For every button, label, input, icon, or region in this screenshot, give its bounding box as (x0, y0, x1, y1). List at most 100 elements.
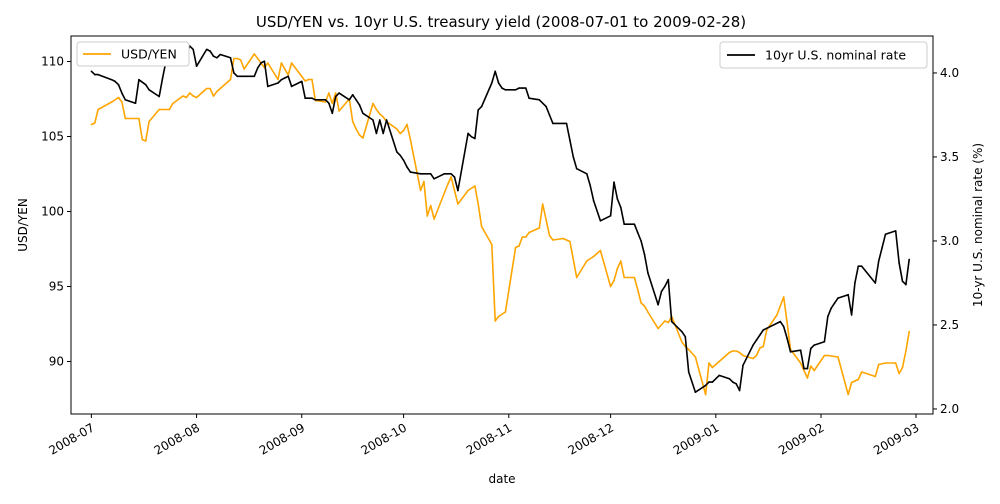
ten-year-rate-data-point (711, 381, 714, 383)
usd-yen-data-point (141, 138, 144, 141)
usd-yen-data-point (189, 92, 191, 94)
ten-year-rate-data-point (236, 75, 239, 78)
usd-yen-data-point (419, 189, 422, 192)
usd-yen-data-point (810, 365, 812, 367)
ten-year-rate-data-point (192, 48, 194, 51)
ten-year-rate-data-point (348, 99, 351, 101)
ten-year-rate-data-point (443, 173, 446, 175)
x-axis-title: date (488, 472, 515, 486)
usd-yen-data-point (426, 215, 429, 217)
usd-yen-data-point (334, 92, 337, 94)
usd-yen-data-point (331, 102, 334, 105)
usd-yen-data-point (562, 237, 564, 240)
usd-yen-data-point (813, 369, 815, 372)
usd-yen-data-point (467, 189, 469, 192)
usd-yen-data-point (406, 123, 408, 126)
ten-year-rate-data-point (528, 97, 530, 99)
usd-yen-data-point (453, 189, 456, 192)
ten-year-rate-data-point (314, 99, 317, 101)
usd-yen-data-point (165, 108, 167, 111)
y-left-tick-label: 100 (41, 205, 64, 219)
ten-year-rate-data-point (195, 65, 198, 67)
ten-year-rate-data-point (735, 383, 737, 385)
ten-year-rate-data-point (782, 325, 785, 328)
ten-year-rate-data-point (633, 223, 636, 225)
usd-yen-data-point (541, 203, 544, 205)
ten-year-rate-data-point (253, 75, 256, 78)
ten-year-rate-data-point (446, 173, 449, 175)
usd-yen-data-point (857, 378, 860, 381)
usd-yen-data-point (732, 350, 734, 352)
usd-yen-data-point (304, 80, 307, 82)
ten-year-rate-data-point (233, 72, 235, 74)
usd-yen-data-point (375, 108, 378, 111)
y-left-tick-label: 90 (49, 355, 64, 369)
ten-year-rate-data-point (538, 99, 541, 101)
y-right-tick-label: 2.0 (940, 402, 959, 416)
ten-year-rate-data-point (399, 154, 402, 157)
ten-year-rate-data-point (284, 77, 286, 79)
usd-yen-data-point (643, 305, 646, 307)
ten-year-rate-data-point (480, 105, 483, 108)
usd-yen-data-point (786, 321, 788, 324)
usd-yen-data-point (280, 62, 283, 64)
ten-year-rate-data-point (267, 85, 269, 88)
y-right-tick-label: 2.5 (940, 318, 959, 332)
legend-right-box (719, 41, 928, 69)
ten-year-rate-data-point (239, 75, 242, 78)
y-left-tick-label: 105 (41, 130, 64, 144)
usd-yen-data-point (827, 354, 829, 357)
ten-year-rate-data-point (117, 83, 120, 86)
ten-year-rate-data-point (718, 374, 720, 377)
ten-year-rate-data-point (636, 231, 639, 234)
ten-year-rate-data-point (599, 220, 602, 222)
ten-year-rate-data-point (134, 102, 137, 104)
usd-yen-data-point (233, 57, 235, 60)
usd-yen-data-point (172, 102, 174, 105)
usd-yen-data-point (433, 218, 435, 220)
usd-yen-data-point (474, 185, 476, 187)
ten-year-rate-data-point (898, 262, 900, 264)
usd-yen-data-point (569, 240, 571, 243)
usd-yen-data-point (328, 92, 330, 94)
ten-year-rate-data-point (494, 70, 497, 73)
ten-year-rate-data-point (504, 89, 507, 91)
ten-year-rate-data-point (762, 329, 765, 331)
usd-yen-data-point (514, 246, 517, 249)
ten-year-rate-data-point (521, 87, 524, 89)
ten-year-rate-data-point (548, 114, 551, 116)
usd-yen-data-point (192, 95, 194, 97)
usd-yen-data-point (755, 354, 758, 357)
legend-right-label: 10yr U.S. nominal rate (765, 48, 906, 63)
ten-year-rate-data-point (786, 337, 788, 340)
ten-year-rate-data-point (664, 285, 666, 288)
usd-yen-data-point (362, 137, 364, 139)
usd-yen-data-point (586, 260, 588, 262)
usd-yen-data-point (138, 117, 140, 120)
ten-year-rate-data-point (209, 50, 211, 52)
usd-yen-data-point (575, 276, 578, 279)
legend-left-box (76, 41, 190, 67)
ten-year-rate-data-point (572, 156, 575, 158)
ten-year-rate-data-point (409, 171, 412, 173)
ten-year-rate-data-point (877, 260, 880, 262)
ten-year-rate-data-point (433, 178, 435, 180)
ten-year-rate-data-point (687, 371, 690, 373)
ten-year-rate-data-point (426, 173, 429, 175)
y-right-tick-label: 3.5 (940, 150, 959, 164)
usd-yen-data-point (884, 362, 887, 364)
usd-yen-data-point (782, 296, 785, 298)
usd-yen-data-point (372, 102, 374, 105)
ten-year-rate-data-point (545, 105, 547, 108)
ten-year-rate-data-point (586, 173, 588, 175)
usd-yen-data-point (358, 134, 361, 136)
ten-year-rate-data-point (837, 297, 839, 299)
usd-yen-data-point (382, 116, 385, 118)
ten-year-rate-data-point (667, 278, 670, 281)
usd-yen-data-point (311, 78, 313, 81)
ten-year-rate-data-point (358, 104, 361, 106)
ten-year-rate-data-point (589, 184, 591, 187)
usd-yen-data-point (905, 350, 907, 352)
usd-yen-data-point (480, 225, 483, 228)
ten-year-rate-data-point (884, 233, 887, 235)
